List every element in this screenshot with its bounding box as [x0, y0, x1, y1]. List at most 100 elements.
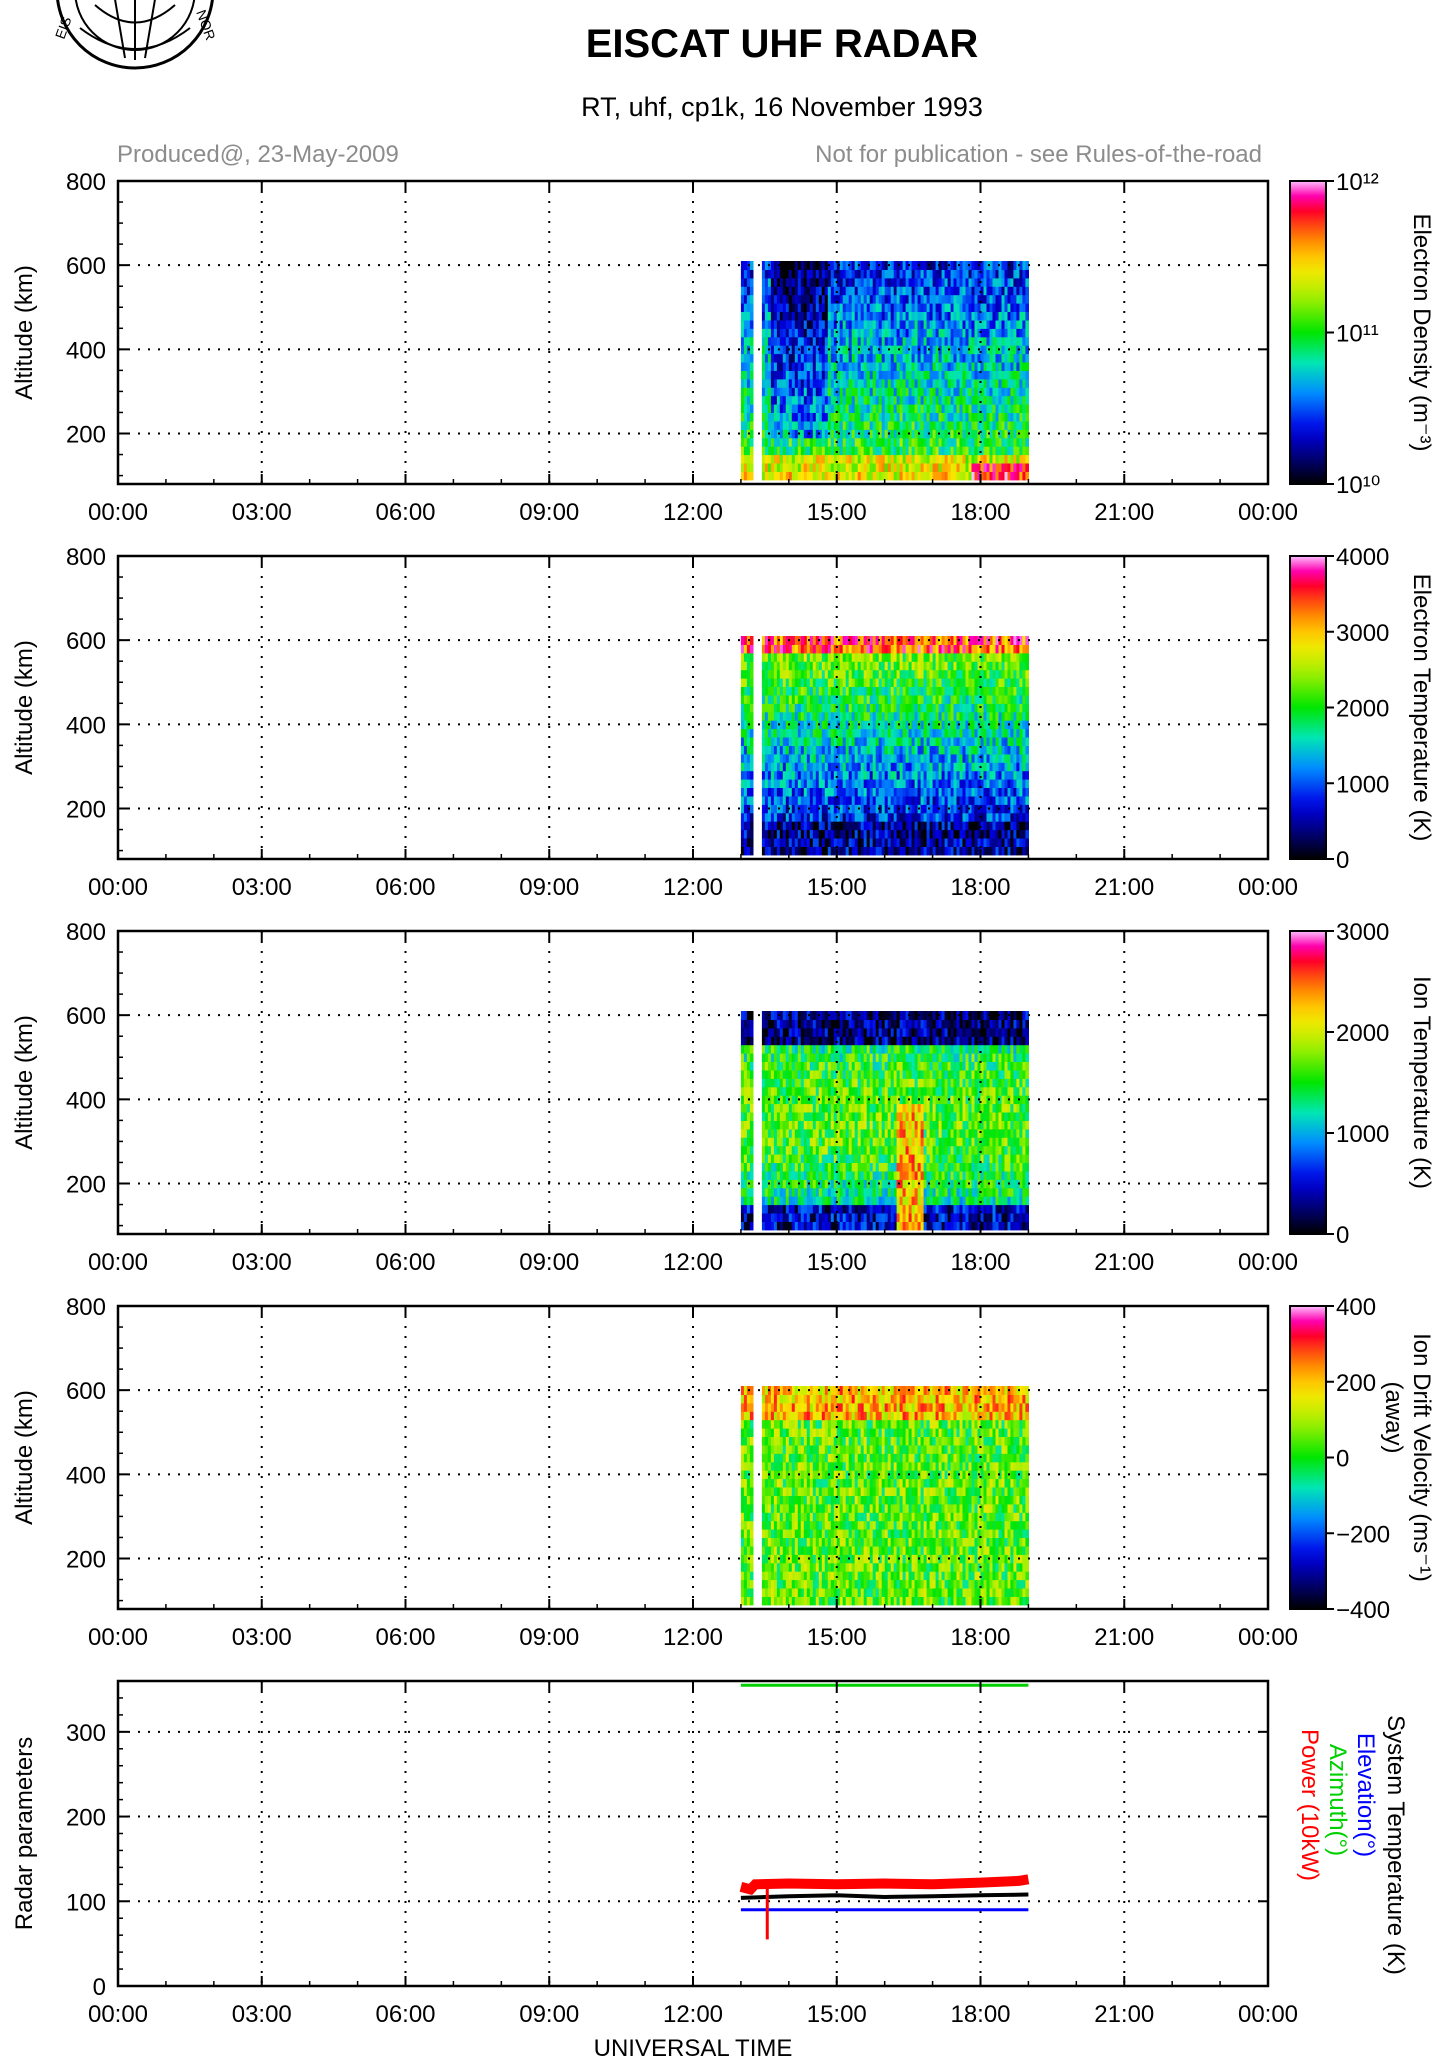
heatmap-cell [866, 644, 871, 654]
heatmap-cell [1022, 711, 1026, 721]
heatmap-cell [944, 446, 949, 456]
heatmap-cell [977, 353, 982, 363]
heatmap-cell [1019, 686, 1023, 696]
heatmap-cell [989, 353, 994, 363]
heatmap-cell [1007, 303, 1012, 312]
heatmap-cell [875, 745, 880, 755]
heatmap-cell [941, 652, 946, 662]
heatmap-cell [908, 420, 913, 430]
heatmap-cell [803, 821, 808, 831]
heatmap-cell [1004, 678, 1009, 687]
heatmap-cell [857, 829, 862, 839]
heatmap-cell [977, 762, 982, 772]
heatmap-cell [1025, 821, 1029, 831]
heatmap-cell [818, 787, 823, 797]
heatmap-cell [932, 812, 937, 822]
heatmap-cell [785, 420, 790, 430]
heatmap-cell [890, 336, 895, 346]
heatmap-cell [875, 387, 880, 397]
heatmap-cell [875, 838, 880, 847]
heatmap-cell [947, 795, 952, 805]
heatmap-cell [749, 686, 754, 696]
heatmap-cell [1019, 412, 1023, 422]
heatmap-cell [1004, 370, 1009, 380]
heatmap-cell [923, 644, 928, 654]
heatmap-cell [944, 636, 949, 645]
heatmap-cell [965, 404, 970, 413]
heatmap-cell [821, 686, 826, 696]
heatmap-cell [992, 336, 997, 346]
heatmap-cell [824, 737, 829, 746]
heatmap-cell [800, 829, 805, 839]
heatmap-cell [1004, 319, 1009, 329]
heatmap-cell [821, 787, 826, 797]
heatmap-cell [839, 846, 844, 856]
heatmap-cell [1010, 404, 1014, 413]
heatmap-cell [773, 728, 778, 738]
heatmap-cell [857, 328, 862, 338]
heatmap-cell [878, 387, 883, 397]
heatmap-cell [824, 720, 829, 730]
heatmap-cell [986, 269, 991, 279]
heatmap-cell [935, 412, 940, 422]
heatmap-cell [887, 678, 892, 687]
heatmap-cell [812, 353, 817, 363]
heatmap-cell [965, 644, 970, 654]
heatmap-cell [1010, 303, 1014, 312]
heatmap-cell [944, 286, 949, 296]
heatmap-cell [821, 661, 826, 671]
heatmap-cell [890, 420, 895, 430]
heatmap-cell [863, 471, 868, 481]
heatmap-cell [932, 762, 937, 772]
heatmap-cell [830, 378, 835, 388]
heatmap-cell [797, 779, 802, 788]
heatmap-cell [869, 463, 874, 472]
heatmap-cell [806, 277, 811, 287]
heatmap-cell [992, 737, 997, 746]
heatmap-cell [884, 829, 889, 839]
heatmap-cell [899, 644, 904, 654]
heatmap-cell [797, 404, 802, 413]
heatmap-cell [779, 787, 784, 797]
heatmap-cell [836, 728, 841, 738]
heatmap-cell [929, 720, 934, 730]
heatmap-cell [980, 387, 985, 397]
heatmap-cell [833, 362, 838, 371]
heatmap-cell [1004, 711, 1009, 721]
heatmap-cell [926, 745, 931, 755]
heatmap-cell [959, 362, 964, 371]
heatmap-cell [977, 669, 982, 679]
heatmap-cell [764, 737, 769, 746]
heatmap-cell [788, 812, 793, 822]
heatmap-cell [821, 821, 826, 831]
heatmap-cell [926, 737, 931, 746]
heatmap-cell [803, 795, 808, 805]
heatmap-cell [881, 812, 886, 822]
heatmap-cell [944, 370, 949, 380]
heatmap-cell [761, 454, 766, 464]
heatmap-cell [965, 821, 970, 831]
heatmap-cell [842, 463, 847, 472]
heatmap-cell [989, 652, 994, 662]
heatmap-cell [824, 420, 829, 430]
heatmap-cell [1013, 745, 1017, 755]
heatmap-cell [803, 387, 808, 397]
heatmap-cell [776, 787, 781, 797]
heatmap-cell [869, 311, 874, 321]
heatmap-cell [788, 362, 793, 371]
heatmap-cell [944, 429, 949, 439]
heatmap-cell [959, 686, 964, 696]
heatmap-cell [986, 454, 991, 464]
heatmap-cell [932, 804, 937, 814]
heatmap-cell [971, 261, 976, 270]
heatmap-cell [998, 821, 1003, 831]
heatmap-cell [746, 669, 751, 679]
heatmap-cell [965, 795, 970, 805]
heatmap-cell [884, 420, 889, 430]
heatmap-cell [980, 404, 985, 413]
heatmap-cell [806, 812, 811, 822]
heatmap-cell [944, 463, 949, 472]
heatmap-cell [905, 286, 910, 296]
heatmap-cell [857, 669, 862, 679]
heatmap-cell [953, 636, 958, 645]
